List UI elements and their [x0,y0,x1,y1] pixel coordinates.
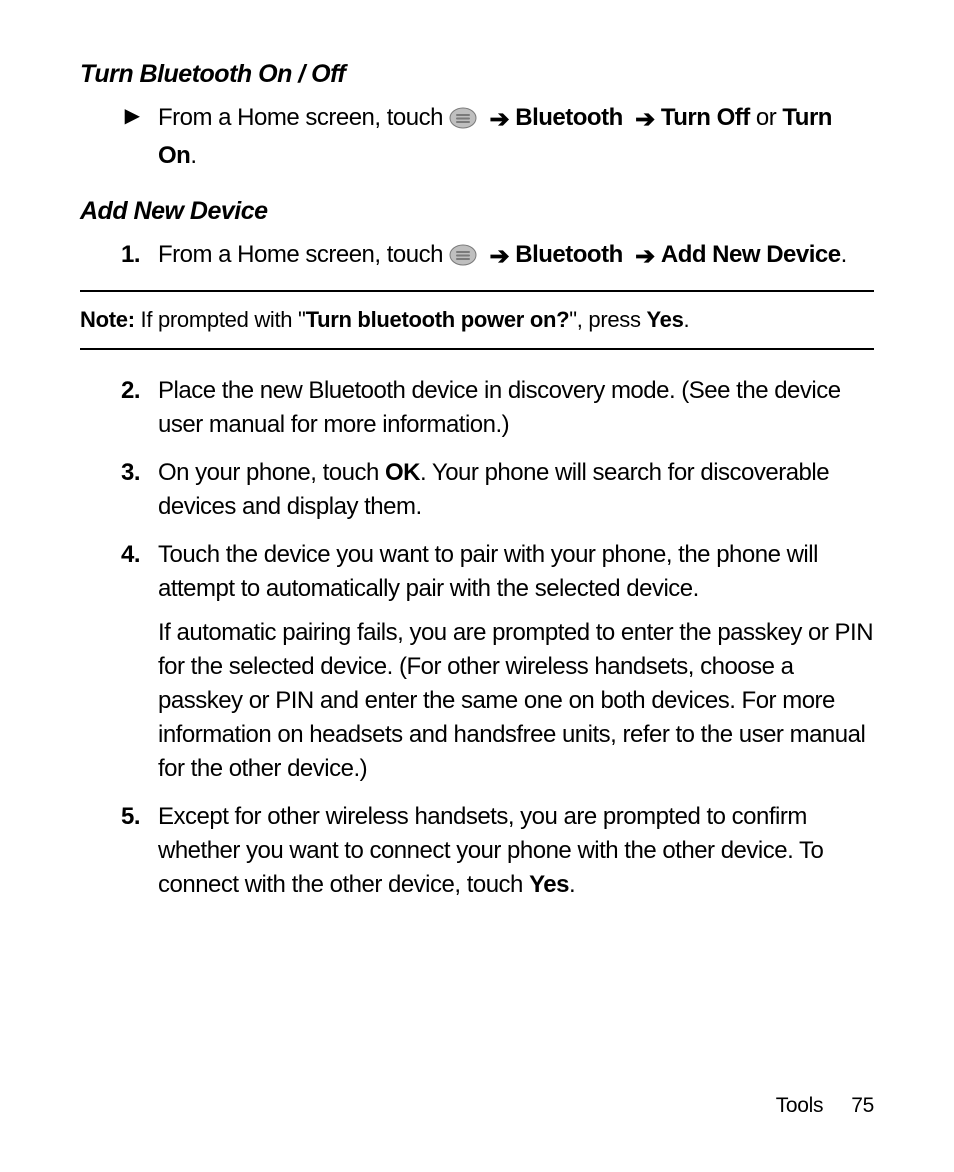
text: Place the new Bluetooth device in discov… [158,374,874,442]
note-prompt: Turn bluetooth power on? [306,307,570,332]
arrow-icon: ➔ [635,240,655,274]
text: Except for other wireless handsets, you … [158,803,823,898]
step-text: On your phone, touch OK. Your phone will… [158,456,874,524]
arrow-icon: ➔ [489,240,509,274]
text: On your phone, touch [158,459,385,486]
link-bluetooth: Bluetooth [515,241,622,268]
text: . [190,142,196,169]
note-yes: Yes [647,307,684,332]
text: From a Home screen, touch [158,104,449,131]
page-footer: Tools 75 [776,1094,874,1118]
step-number: 3. [121,459,140,486]
text: . [841,241,847,268]
arrow-icon: ➔ [635,103,655,137]
text: If automatic pairing fails, you are prom… [158,616,874,786]
numbered-step-1: 1. From a Home screen, touch ➔ Bluetooth… [80,238,874,276]
footer-page-number: 75 [851,1094,874,1117]
step-text: Except for other wireless handsets, you … [158,800,874,902]
arrow-icon: ➔ [489,103,509,137]
step-text: From a Home screen, touch ➔ Bluetooth ➔ … [158,101,874,173]
footer-section: Tools [776,1094,824,1117]
menu-icon [449,105,477,139]
step-number: 1. [121,241,140,268]
note-label: Note: [80,307,135,332]
subheading-turn-bluetooth: Turn Bluetooth On / Off [80,60,874,89]
link-turn-off: Turn Off [661,104,750,131]
step-number: 5. [121,803,140,830]
menu-icon [449,242,477,276]
step-text: From a Home screen, touch ➔ Bluetooth ➔ … [158,238,874,276]
text: ", press [569,307,646,332]
numbered-step-5: 5. Except for other wireless handsets, y… [80,800,874,902]
ok-text: OK [385,459,420,486]
step-number: 4. [121,541,140,568]
text: If prompted with " [135,307,306,332]
text: or [750,104,783,131]
text: Touch the device you want to pair with y… [158,538,874,606]
manual-page: Turn Bluetooth On / Off ▶ From a Home sc… [0,0,954,1172]
text: . [569,871,575,898]
note-box: Note: If prompted with "Turn bluetooth p… [80,290,874,350]
triangle-icon: ▶ [125,101,140,131]
yes-text: Yes [529,871,569,898]
numbered-step-2: 2. Place the new Bluetooth device in dis… [80,374,874,442]
bullet-step: ▶ From a Home screen, touch ➔ Bluetooth … [80,101,874,173]
link-bluetooth: Bluetooth [515,104,622,131]
step-number: 2. [121,377,140,404]
subheading-add-device: Add New Device [80,197,874,226]
numbered-step-3: 3. On your phone, touch OK. Your phone w… [80,456,874,524]
text: . [684,307,690,332]
text: From a Home screen, touch [158,241,449,268]
step-text: Touch the device you want to pair with y… [158,538,874,786]
link-add-new-device: Add New Device [661,241,841,268]
numbered-step-4: 4. Touch the device you want to pair wit… [80,538,874,786]
step-text: Place the new Bluetooth device in discov… [158,374,874,442]
